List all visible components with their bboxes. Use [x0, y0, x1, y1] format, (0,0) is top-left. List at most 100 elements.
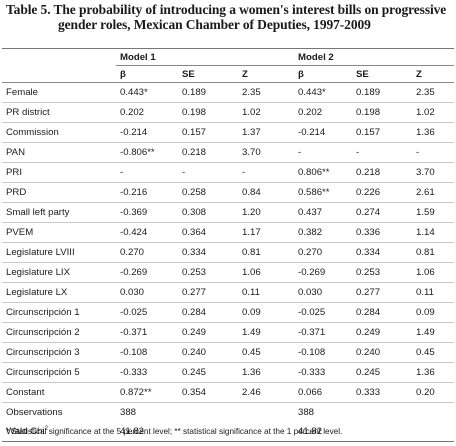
table-cell: -0.424 — [116, 222, 178, 243]
table-cell: -0.108 — [116, 342, 178, 363]
table-cell: -0.371 — [116, 322, 178, 343]
table-cell: 0.249 — [352, 322, 413, 343]
table-row: PRD -0.216 0.258 0.84 0.586** 0.226 2.61 — [2, 182, 455, 203]
table-cell: 0.066 — [294, 382, 353, 403]
table-cell: 3.70 — [412, 162, 455, 183]
table-cell: -0.369 — [116, 202, 178, 223]
table-cell: - — [352, 142, 413, 163]
table-cell: 1.02 — [238, 102, 295, 123]
empty-cell — [352, 422, 413, 442]
table-cell: 0.354 — [178, 382, 238, 403]
table-cell: 2.35 — [412, 82, 455, 103]
table-cell: 0.09 — [412, 302, 455, 323]
table-cell: 0.364 — [178, 222, 238, 243]
observations-model1: 388 — [116, 402, 178, 422]
col-beta-1: β — [116, 65, 178, 83]
table-cell: 0.334 — [352, 242, 413, 263]
row-label: Circunscripción 3 — [2, 342, 116, 363]
table-cell: 2.61 — [412, 182, 455, 203]
table-cell: 0.198 — [352, 102, 413, 123]
table-cell: 1.37 — [238, 122, 295, 143]
table-row: PAN -0.806** 0.218 3.70- - - — [2, 142, 455, 163]
empty-cell — [352, 402, 413, 422]
row-label: Commission — [2, 122, 116, 143]
table-cell: -0.371 — [294, 322, 353, 343]
table-row: Constant 0.872** 0.354 2.46 0.066 0.333 0.20 — [2, 382, 455, 403]
table-cell: 0.240 — [352, 342, 413, 363]
table-row: Female 0.443* 0.189 2.35 0.443* 0.189 2.35 — [2, 82, 455, 103]
table-cell: 0.253 — [352, 262, 413, 283]
table-cell: 0.333 — [352, 382, 413, 403]
table-cell: 1.02 — [412, 102, 455, 123]
table-cell: 1.14 — [412, 222, 455, 243]
table-cell: 0.586** — [294, 182, 353, 203]
observations-row: Observations 388 388 — [2, 402, 455, 422]
row-label: PRI — [2, 162, 116, 183]
table-cell: 0.45 — [412, 342, 455, 363]
row-label: Constant — [2, 382, 116, 403]
table-cell: 0.240 — [178, 342, 238, 363]
table-cell: 0.11 — [238, 282, 295, 303]
wald-superscript: 2 — [44, 425, 48, 432]
row-label: PR district — [2, 102, 116, 123]
table-cell: 0.202 — [294, 102, 353, 123]
table-cell: 0.218 — [178, 142, 238, 163]
table-cell: 1.36 — [412, 362, 455, 383]
table-cell: 3.70 — [238, 142, 295, 163]
empty-cell — [238, 402, 295, 422]
model-2-header: Model 2 — [294, 48, 455, 66]
row-label: PRD — [2, 182, 116, 203]
table-cell: - — [178, 162, 238, 183]
header-blank — [2, 48, 116, 66]
table-cell: 0.277 — [178, 282, 238, 303]
table-cell: 1.06 — [238, 262, 295, 283]
table-caption: Table 5. The probability of introducing … — [6, 2, 452, 32]
row-label: Legislature LIX — [2, 262, 116, 283]
table-cell: 0.226 — [352, 182, 413, 203]
table-row: Legislature LIX -0.269 0.253 1.06 -0.269 0.25… — [2, 262, 455, 283]
table-cell: -0.806** — [116, 142, 178, 163]
column-header-row: β SE Z β SE Z — [2, 65, 455, 83]
observations-model2: 388 — [294, 402, 353, 422]
table-cell: 0.198 — [178, 102, 238, 123]
table-cell: 0.09 — [238, 302, 295, 323]
table-cell: -0.025 — [116, 302, 178, 323]
observations-label: Observations — [2, 402, 116, 422]
table-cell: 2.35 — [238, 82, 295, 103]
table-cell: - — [412, 142, 455, 163]
table-cell: 0.189 — [352, 82, 413, 103]
table-cell: 0.334 — [178, 242, 238, 263]
row-label: Circunscripción 2 — [2, 322, 116, 343]
wald-model2: 41.82 — [294, 422, 353, 442]
table-cell: -0.333 — [294, 362, 353, 383]
table-cell: 0.030 — [116, 282, 178, 303]
table-cell: 0.218 — [352, 162, 413, 183]
table-cell: 0.202 — [116, 102, 178, 123]
col-se-2: SE — [352, 65, 413, 83]
footnote: * Statistical significance at the 5 perc… — [6, 427, 343, 436]
table-row: Circunscripción 2 -0.371 0.249 1.49 -0.371 0.… — [2, 322, 455, 343]
table-title-line1: The probability of introducing a women's… — [53, 2, 447, 17]
wald-model1: 41.82 — [116, 422, 178, 442]
table-cell: 0.277 — [352, 282, 413, 303]
empty-cell — [412, 422, 455, 442]
empty-cell — [178, 402, 238, 422]
table-cell: 1.20 — [238, 202, 295, 223]
table-cell: 0.382 — [294, 222, 353, 243]
table-cell: 0.443* — [294, 82, 353, 103]
table-cell: 0.274 — [352, 202, 413, 223]
model-1-header: Model 1 — [116, 48, 295, 66]
table-cell: 0.81 — [412, 242, 455, 263]
table-cell: 1.17 — [238, 222, 295, 243]
table-cell: 1.06 — [412, 262, 455, 283]
table-body: Female 0.443* 0.189 2.35 0.443* 0.189 2.35 PR d… — [2, 82, 455, 442]
table-cell: 2.46 — [238, 382, 295, 403]
wald-label: Wald Chi2 — [2, 422, 116, 442]
table-cell: 0.284 — [352, 302, 413, 323]
table-cell: -0.216 — [116, 182, 178, 203]
table-cell: - — [294, 142, 353, 163]
table-cell: -0.214 — [116, 122, 178, 143]
wald-row: Wald Chi2 41.82 41.82 — [2, 422, 455, 442]
table-row: PR district 0.202 0.198 1.02 0.202 0.198 1.02 — [2, 102, 455, 123]
